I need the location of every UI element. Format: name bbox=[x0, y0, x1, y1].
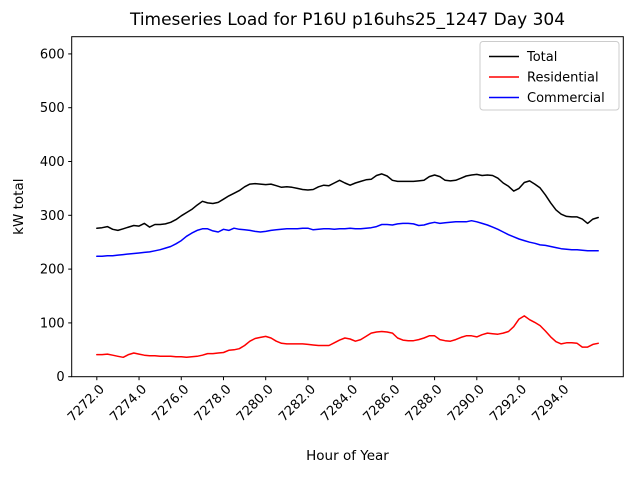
x-axis-label: Hour of Year bbox=[306, 448, 389, 464]
y-tick-label: 400 bbox=[40, 155, 65, 170]
y-tick-label: 200 bbox=[40, 263, 65, 278]
legend-label-commercial: Commercial bbox=[527, 91, 605, 106]
y-tick-label: 500 bbox=[40, 101, 65, 116]
x-tick-label: 7276.0 bbox=[150, 382, 193, 425]
y-axis-label: kW total bbox=[11, 179, 27, 235]
data-series bbox=[96, 173, 599, 359]
x-tick-label: 7290.0 bbox=[445, 382, 488, 425]
y-tick-label: 100 bbox=[40, 316, 65, 331]
y-tick-label: 0 bbox=[56, 370, 64, 385]
legend-label-total: Total bbox=[526, 50, 557, 65]
x-tick-label: 7284.0 bbox=[318, 382, 361, 425]
series-line-residential bbox=[96, 315, 599, 359]
chart-title: Timeseries Load for P16U p16uhs25_1247 D… bbox=[129, 10, 565, 30]
series-line-commercial bbox=[96, 219, 599, 257]
y-tick-label: 300 bbox=[40, 209, 65, 224]
x-tick-label: 7292.0 bbox=[487, 382, 530, 425]
y-tick-label: 600 bbox=[40, 47, 65, 62]
legend-box bbox=[479, 41, 620, 111]
series-line-total bbox=[96, 173, 599, 232]
x-tick-label: 7272.0 bbox=[65, 382, 108, 425]
x-tick-label: 7288.0 bbox=[403, 382, 446, 425]
x-tick-label: 7286.0 bbox=[361, 382, 404, 425]
x-tick-label: 7294.0 bbox=[530, 382, 573, 425]
x-tick-label: 7282.0 bbox=[276, 382, 319, 425]
x-tick-label: 7278.0 bbox=[192, 382, 235, 425]
x-tick-label: 7274.0 bbox=[107, 382, 150, 425]
legend-label-residential: Residential bbox=[527, 71, 599, 86]
legend: Total Residential Commercial bbox=[479, 41, 620, 111]
axes-frame bbox=[71, 36, 624, 378]
x-tick-label: 7280.0 bbox=[234, 382, 277, 425]
